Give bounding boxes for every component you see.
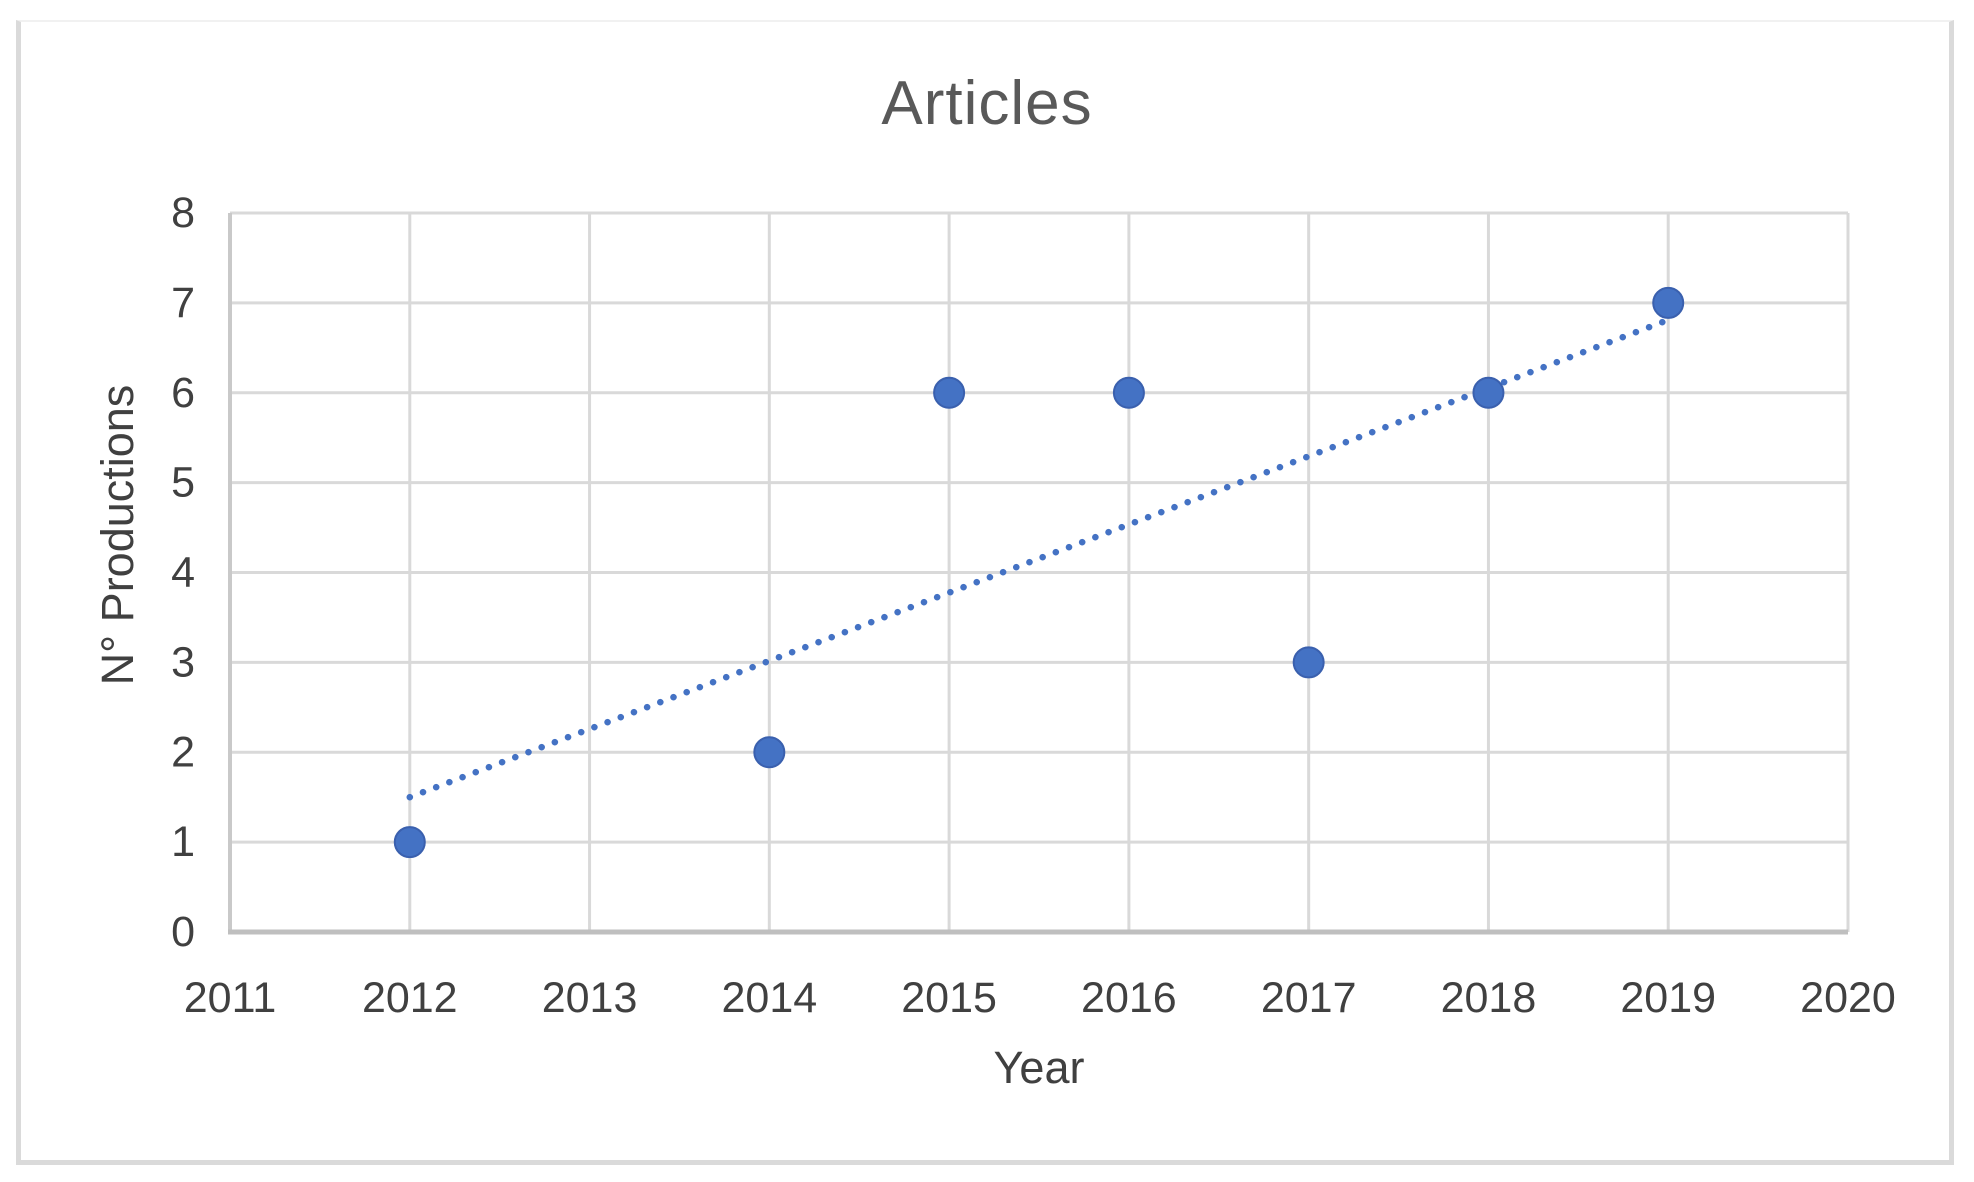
x-tick-label: 2013: [542, 974, 638, 1022]
data-point: [393, 826, 426, 859]
data-point: [753, 736, 786, 769]
x-tick-label: 2017: [1261, 974, 1357, 1022]
trendline: [406, 316, 1672, 801]
data-point: [1112, 376, 1145, 409]
y-tick-label: 1: [171, 818, 195, 866]
x-tick-label: 2020: [1800, 974, 1896, 1022]
x-tick-label: 2019: [1620, 974, 1716, 1022]
data-point: [933, 376, 966, 409]
data-point: [1292, 646, 1325, 679]
y-tick-label: 4: [171, 549, 195, 597]
x-tick-label: 2014: [721, 974, 817, 1022]
y-tick-label: 8: [171, 189, 195, 237]
y-tick-label: 3: [171, 638, 195, 686]
y-tick-label: 7: [171, 279, 195, 327]
y-tick-label: 2: [171, 728, 195, 776]
y-tick-label: 5: [171, 459, 195, 507]
x-axis-title: Year: [993, 1042, 1085, 1093]
x-tick-label: 2011: [184, 974, 276, 1022]
y-axis-title: N° Productions: [92, 384, 143, 686]
data-point: [1652, 286, 1685, 319]
chart-title: Articles: [881, 69, 1093, 138]
figure-border: [16, 20, 1954, 1165]
x-tick-label: 2016: [1081, 974, 1177, 1022]
x-tick-label: 2012: [362, 974, 458, 1022]
data-point: [1472, 376, 1505, 409]
x-tick-label: 2018: [1441, 974, 1537, 1022]
y-tick-label: 6: [171, 369, 195, 417]
y-tick-label: 0: [171, 908, 195, 956]
x-tick-label: 2015: [901, 974, 997, 1022]
